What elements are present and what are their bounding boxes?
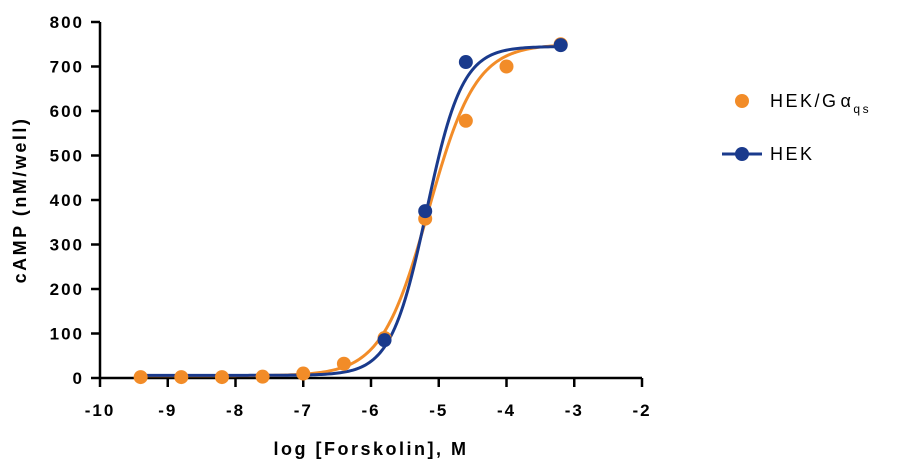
legend-label-hek-galpha-qs: HEK/G αqs [770, 91, 871, 116]
data-point-series-0 [336, 356, 351, 371]
x-tick-label: -8 [226, 401, 245, 420]
data-point-series-1 [458, 55, 473, 70]
y-tick-label: 600 [50, 102, 84, 121]
data-points [133, 37, 568, 385]
y-tick-label: 100 [50, 325, 84, 344]
y-axis-label: cAMP (nM/well) [10, 117, 30, 284]
fit-curve-series-0 [140, 43, 561, 378]
legend-label-subscript: qs [853, 102, 871, 116]
data-point-series-0 [296, 366, 311, 381]
data-point-series-1 [553, 38, 568, 53]
x-tick-label: -3 [565, 401, 584, 420]
x-tick-label: -6 [361, 401, 380, 420]
y-tick-label: 200 [50, 280, 84, 299]
y-tick-label: 500 [50, 147, 84, 166]
legend-item-hek-galpha-qs: HEK/G αqs [735, 91, 871, 116]
x-tick-label: -5 [429, 401, 448, 420]
legend-label-greek: α [841, 91, 854, 111]
data-point-series-0 [214, 370, 229, 385]
data-point-series-1 [377, 333, 392, 348]
data-point-series-1 [418, 204, 433, 219]
data-point-series-0 [255, 369, 270, 384]
legend-marker-hek [735, 147, 749, 161]
data-point-series-0 [499, 59, 514, 74]
x-tick-label: -9 [158, 401, 177, 420]
x-tick-label: -2 [632, 401, 651, 420]
legend-label-hek: HEK [770, 144, 815, 164]
y-tick-label: 300 [50, 236, 84, 255]
x-axis-label: log [Forskolin], M [274, 439, 469, 459]
axes [91, 20, 644, 387]
legend-item-hek: HEK [722, 144, 815, 164]
y-tick-label: 700 [50, 58, 84, 77]
fit-curve-series-1 [140, 45, 561, 377]
legend-marker-hek-galpha-qs [735, 94, 749, 108]
y-tick-label: 400 [50, 191, 84, 210]
data-point-series-0 [133, 370, 148, 385]
tick-labels: -10 -9 -8 -7 -6 -5 -4 -3 -2 0 100 200 300 400 500 600 70… [50, 13, 651, 420]
x-tick-label: -7 [294, 401, 313, 420]
data-point-series-0 [458, 113, 473, 128]
x-tick-label: -4 [497, 401, 516, 420]
legend: HEK/G αqs HEK [722, 91, 871, 164]
fit-curves [140, 43, 561, 378]
legend-label-text: HEK/G [770, 91, 839, 111]
y-tick-label: 800 [50, 13, 84, 32]
y-tick-label: 0 [73, 369, 84, 388]
x-tick-label: -10 [85, 401, 116, 420]
data-point-series-0 [174, 370, 189, 385]
